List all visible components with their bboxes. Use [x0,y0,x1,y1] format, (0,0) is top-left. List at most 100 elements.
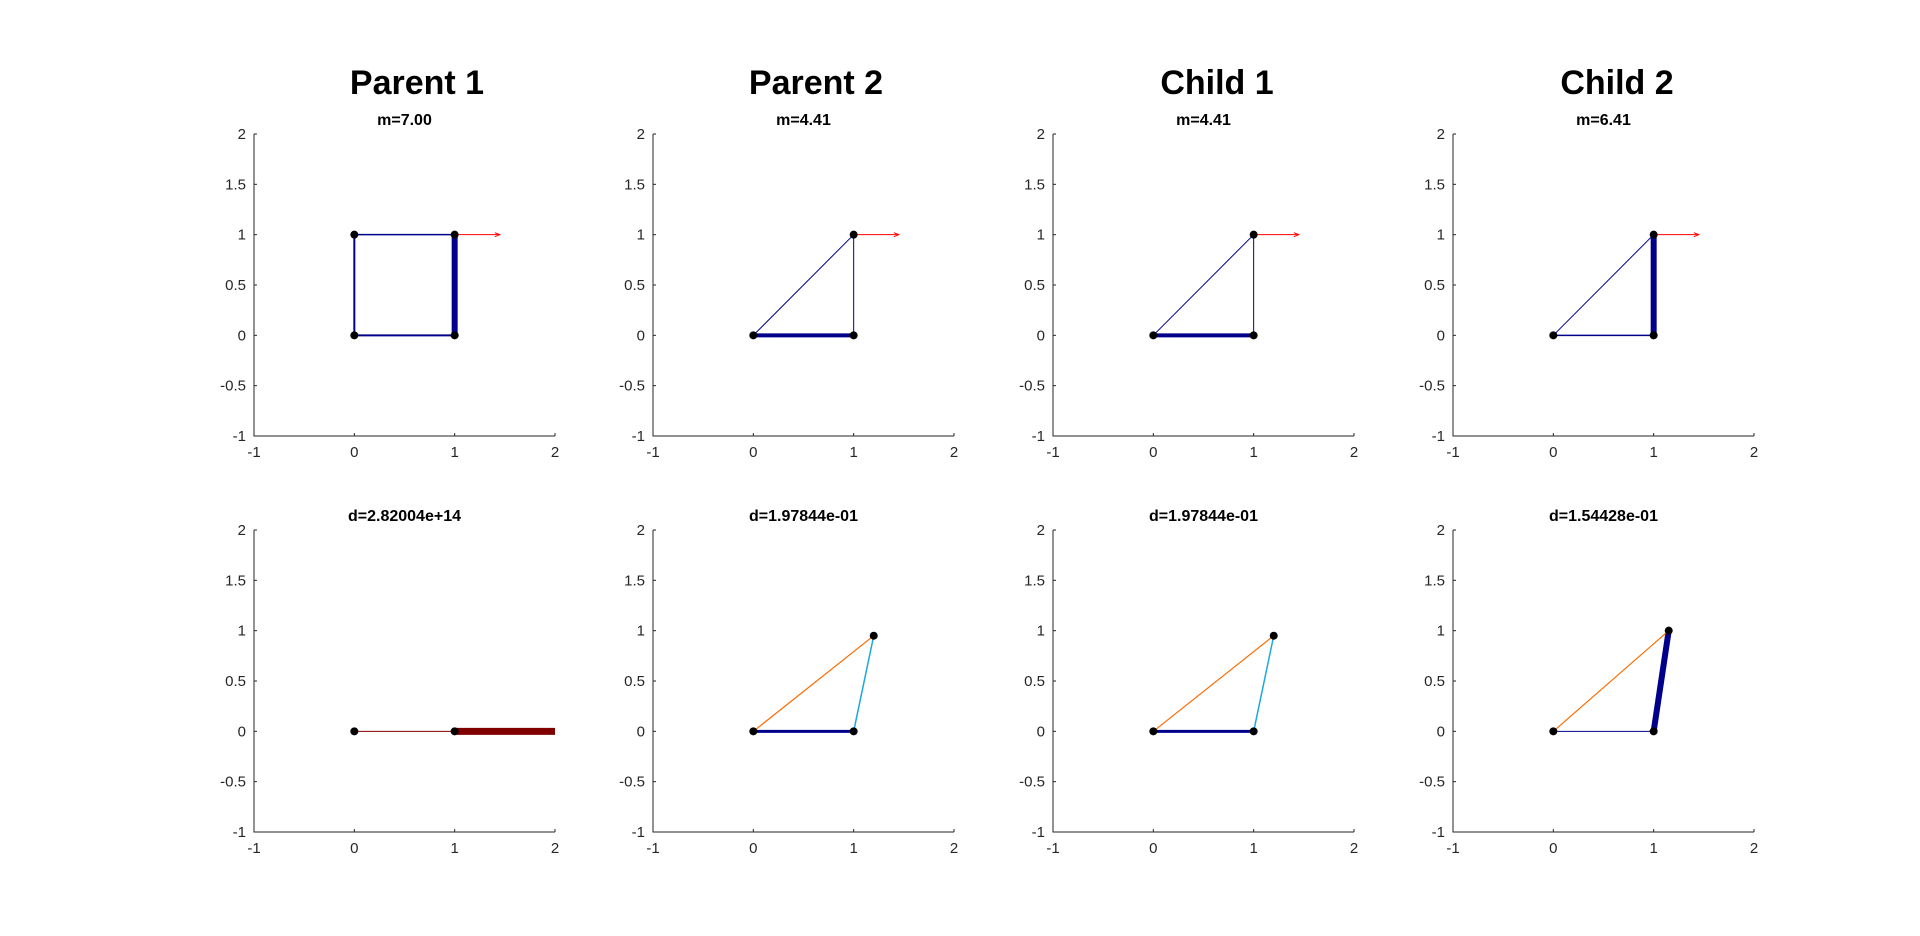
truss-node [869,631,878,640]
truss-node [749,331,758,340]
y-tick-label: 1.5 [624,572,645,589]
x-tick-label: 1 [849,840,857,857]
column-title-child-2: Child 2 [1560,64,1673,102]
x-tick-label: -1 [646,444,659,461]
x-tick-label: 1 [1249,840,1257,857]
y-tick-label: -1 [233,428,246,445]
truss-node [350,727,359,736]
y-tick-label: 1.5 [1024,176,1045,193]
x-tick-label: -1 [646,840,659,857]
y-tick-label: 0.5 [225,277,246,294]
y-tick-label: 1 [238,623,246,640]
truss-node [1649,727,1658,736]
x-tick-label: 1 [1649,840,1657,857]
y-tick-label: 1.5 [1024,572,1045,589]
truss-member [752,234,855,336]
x-tick-label: 0 [1549,444,1557,461]
truss-node [350,230,359,239]
y-tick-label: -0.5 [1419,774,1445,791]
y-tick-label: 2 [637,126,645,143]
column-titles: Parent 1 Parent 2 Child 1 Child 2 [350,64,1674,102]
truss-member [1552,630,1670,732]
y-tick-label: 1.5 [225,572,246,589]
truss-node [1649,230,1658,239]
truss-node [1664,626,1673,635]
y-tick-label: -1 [233,824,246,841]
panel-subtitle: d=1.97844e-01 [749,508,858,525]
x-tick-label: 1 [849,444,857,461]
y-tick-label: 2 [238,522,246,539]
y-tick-label: -0.5 [1019,378,1045,395]
y-tick-label: 1 [1037,227,1045,244]
x-tick-label: -1 [1446,840,1459,857]
truss-member [1552,234,1655,336]
subplot-bottom-2: d=1.97844e-01 -1 0 1 2 -1 -0.5 0 0.5 1 1.5 2 [619,508,958,857]
x-tick-label: 2 [551,444,559,461]
subplot-bottom-1: d=2.82004e+14 -1 0 1 2 -1 -0.5 0 0.5 1 1.5 2 [220,508,559,857]
truss-node [849,727,858,736]
panel-subtitle: m=4.41 [1176,112,1231,129]
y-tick-label: 0.5 [1424,673,1445,690]
truss-node [849,230,858,239]
y-tick-label: 0 [1037,723,1045,740]
truss-node [450,727,459,736]
y-tick-label: 1 [637,227,645,244]
x-tick-label: 1 [450,444,458,461]
truss-node [450,230,459,239]
load-arrow-head [1693,232,1701,238]
subplot-top-4: m=6.41 -1 0 1 2 -1 -0.5 0 0.5 1 1.5 2 [1419,112,1758,461]
truss-node [1249,331,1258,340]
y-tick-label: 0 [238,327,246,344]
truss-member [852,635,875,732]
y-tick-label: 1 [1437,623,1445,640]
subplot-grid: m=7.00-1 0 1 2-1-0.500.511.52m=4.41-1 0 1 2-1-… [220,112,1758,857]
y-tick-label: 2 [1437,126,1445,143]
y-tick-label: 0 [637,723,645,740]
panel-subtitle: m=6.41 [1576,112,1631,129]
load-arrow-head [494,232,502,238]
x-tick-label: 2 [1750,840,1758,857]
y-tick-label: -1 [1032,824,1045,841]
subplot-bottom-4: d=1.54428e-01 -1 0 1 2 -1 -0.5 0 0.5 1 1.5 2 [1419,508,1758,857]
x-tick-label: -1 [247,840,260,857]
panel-subtitle: d=1.97844e-01 [1149,508,1258,525]
truss-node [350,331,359,340]
truss-node [849,331,858,340]
column-title-parent-2: Parent 2 [749,64,883,102]
panel-subtitle: d=2.82004e+14 [348,508,461,525]
load-arrow-head [1293,232,1301,238]
x-tick-label: 0 [350,444,358,461]
x-tick-label: 0 [1549,840,1557,857]
panel-subtitle: m=7.00 [377,112,432,129]
truss-node [1149,727,1158,736]
y-tick-label: 2 [238,126,246,143]
y-tick-label: 1.5 [1424,572,1445,589]
y-tick-label: 0.5 [1424,277,1445,294]
load-arrow-head [893,232,901,238]
truss-node [1249,230,1258,239]
y-tick-label: 1 [1037,623,1045,640]
truss-node [1649,331,1658,340]
truss-member [1252,635,1275,732]
x-tick-label: 2 [1750,444,1758,461]
column-title-parent-1: Parent 1 [350,64,484,102]
x-tick-label: -1 [1446,444,1459,461]
x-tick-label: 2 [950,444,958,461]
y-tick-label: -0.5 [220,378,246,395]
x-tick-label: -1 [247,444,260,461]
x-tick-label: 2 [1350,840,1358,857]
x-tick-label: 0 [749,444,757,461]
truss-member [1152,635,1275,732]
y-tick-label: 1 [238,227,246,244]
x-tick-label: 2 [1350,444,1358,461]
truss-node [1249,727,1258,736]
y-tick-label: 2 [1437,522,1445,539]
column-title-child-1: Child 1 [1160,64,1273,102]
truss-member [1152,234,1255,336]
x-tick-label: 0 [350,840,358,857]
truss-member [1650,630,1672,732]
panel-subtitle: m=4.41 [776,112,831,129]
y-tick-label: 0 [238,723,246,740]
